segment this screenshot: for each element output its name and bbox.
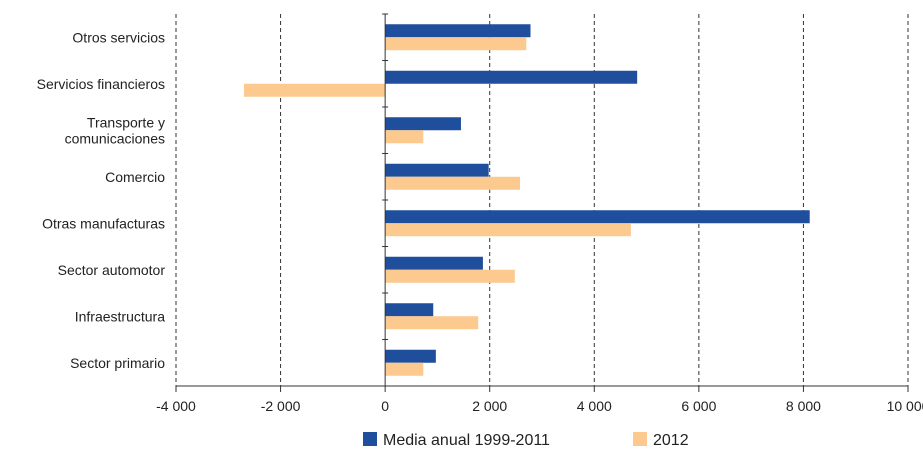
legend-swatch-series-2: [633, 432, 647, 446]
bar-series-2: [385, 176, 521, 190]
category-label-line: Sector automotor: [58, 262, 166, 278]
bar-series-1: [385, 24, 531, 38]
category-label: Otros servicios: [72, 29, 165, 45]
category-label: Servicios financieros: [37, 76, 165, 92]
legend: Media anual 1999-2011 2012: [363, 432, 689, 449]
category-label-line: comunicaciones: [65, 130, 165, 146]
bar-series-2: [243, 83, 386, 97]
bar-series-2: [385, 37, 527, 51]
category-label-line: Sector primario: [70, 355, 165, 371]
bar-series-2: [385, 362, 424, 376]
axis-layer: [175, 13, 909, 392]
legend-label-series-1: Media anual 1999-2011: [383, 432, 550, 449]
x-tick-label: 4 000: [577, 398, 612, 414]
category-label-line: Infraestructura: [75, 308, 165, 324]
category-label-line: Transporte y: [87, 114, 165, 130]
category-label: Transporte y comunicaciones: [65, 114, 165, 146]
x-tick-label: 0: [381, 398, 389, 414]
label-layer: -4 000 -2 000 0 2 000 4 000 6 000 8 000 10 000 O…: [37, 29, 923, 414]
category-label: Otras manufacturas: [42, 215, 165, 231]
category-label: Comercio: [105, 169, 165, 185]
legend-label-series-2: 2012: [653, 432, 689, 449]
category-label-line: Otras manufacturas: [42, 215, 165, 231]
bar-series-1: [385, 256, 483, 270]
bar-series-1: [385, 349, 436, 363]
x-tick-label: -2 000: [261, 398, 301, 414]
category-label-line: Otros servicios: [72, 29, 165, 45]
category-label-line: Comercio: [105, 169, 165, 185]
bar-series-1: [385, 70, 638, 84]
bar-series-1: [385, 303, 434, 317]
bar-series-2: [385, 269, 515, 283]
bar-series-1: [385, 210, 810, 224]
grid-layer: [175, 14, 909, 386]
category-label: Sector automotor: [58, 262, 166, 278]
category-label: Infraestructura: [75, 308, 165, 324]
category-label: Sector primario: [70, 355, 165, 371]
x-tick-label: 2 000: [472, 398, 507, 414]
bar-series-2: [385, 223, 631, 237]
x-tick-label: 10 000: [887, 398, 923, 414]
bar-series-1: [385, 117, 461, 131]
x-tick-label: -4 000: [156, 398, 196, 414]
category-label-line: Servicios financieros: [37, 76, 165, 92]
x-tick-label: 6 000: [681, 398, 716, 414]
legend-swatch-series-1: [363, 432, 377, 446]
bar-series-1: [385, 163, 489, 177]
bar-series-2: [385, 130, 424, 144]
bar-layer: [243, 24, 810, 376]
x-tick-label: 8 000: [786, 398, 821, 414]
bar-series-2: [385, 316, 479, 330]
